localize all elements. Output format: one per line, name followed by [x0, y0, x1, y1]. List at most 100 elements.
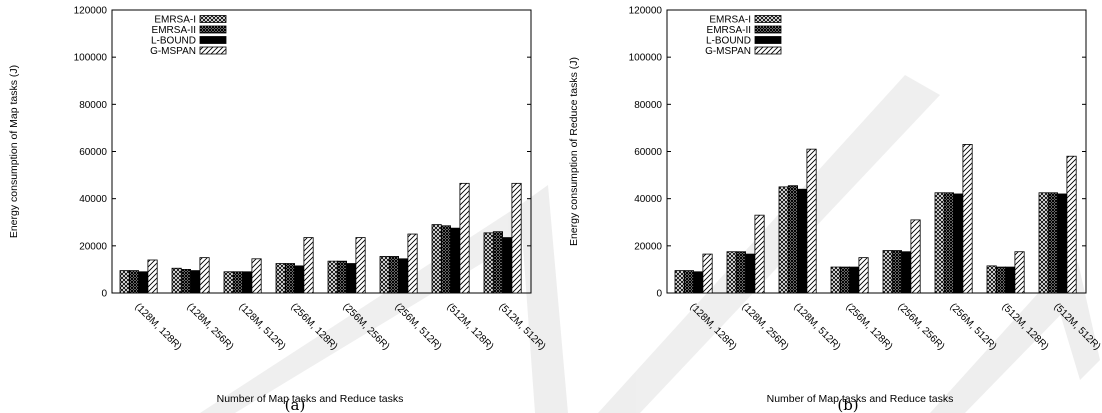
bar-emrsa-ii-7 — [492, 231, 503, 294]
bar-emrsa-i-4 — [882, 250, 893, 294]
legend-swatch — [199, 25, 227, 34]
bar-g-mspan-6 — [459, 182, 470, 294]
legend-swatch — [754, 46, 782, 55]
bar-emrsa-ii-3 — [839, 266, 850, 294]
bar-emrsa-i-6 — [431, 224, 442, 294]
bar-emrsa-i-5 — [934, 192, 945, 294]
x-tick-label: (128M, 128R) — [132, 301, 183, 352]
bar-g-mspan-2 — [806, 148, 817, 294]
y-tick-label: 60000 — [634, 147, 662, 158]
y-axis-label: Energy consumption of Map tasks (J) — [8, 65, 20, 238]
bar-emrsa-i-0 — [674, 270, 685, 294]
y-tick-label: 0 — [101, 289, 107, 300]
bar-l-bound-2 — [242, 271, 253, 294]
bar-emrsa-i-5 — [379, 256, 390, 294]
x-tick-label: (128M, 512R) — [791, 301, 842, 352]
legend-swatch — [199, 15, 227, 23]
bar-emrsa-i-0 — [119, 270, 130, 294]
bar-l-bound-0 — [138, 271, 149, 294]
bar-g-mspan-3 — [303, 237, 314, 294]
y-tick-label: 80000 — [634, 100, 662, 111]
bar-g-mspan-7 — [1066, 155, 1077, 294]
x-tick-label: (128M, 256R) — [184, 301, 235, 352]
bar-g-mspan-0 — [147, 259, 158, 294]
y-tick-label: 40000 — [79, 194, 107, 205]
bar-emrsa-ii-1 — [735, 251, 746, 294]
bar-g-mspan-7 — [511, 182, 522, 294]
bar-emrsa-ii-4 — [891, 250, 902, 294]
y-tick-label: 20000 — [79, 241, 107, 252]
bar-l-bound-3 — [849, 266, 860, 294]
y-axis-label: Energy consumption of Reduce tasks (J) — [568, 57, 580, 246]
bar-l-bound-7 — [1057, 193, 1068, 294]
bar-emrsa-i-2 — [778, 186, 789, 294]
chart-panel-a: 0 20000 40000 60000 80000 100000 120000 Energy … — [8, 6, 547, 413]
bar-g-mspan-6 — [1014, 251, 1025, 294]
bar-l-bound-5 — [398, 258, 409, 294]
bar-l-bound-0 — [693, 271, 704, 294]
bar-g-mspan-0 — [702, 253, 713, 294]
bar-g-mspan-1 — [754, 214, 765, 294]
bar-emrsa-i-7 — [483, 232, 494, 294]
bar-emrsa-i-3 — [275, 263, 286, 294]
bar-l-bound-1 — [190, 270, 201, 294]
bar-l-bound-5 — [953, 193, 964, 294]
bar-emrsa-ii-0 — [683, 270, 694, 294]
x-tick-label: (256M, 512R) — [392, 301, 443, 352]
bar-emrsa-i-1 — [726, 251, 737, 294]
panel-caption: (a) — [285, 396, 306, 413]
bar-g-mspan-3 — [858, 257, 869, 294]
bar-emrsa-ii-1 — [180, 269, 192, 294]
bar-l-bound-7 — [502, 237, 513, 294]
legend-swatch — [754, 25, 782, 34]
bar-g-mspan-4 — [355, 237, 366, 294]
bar-l-bound-1 — [745, 253, 756, 294]
x-axis-label: Number of Map tasks and Reduce tasks — [767, 393, 954, 405]
bar-emrsa-i-6 — [986, 265, 997, 294]
x-tick-label: (256M, 128R) — [843, 301, 894, 352]
bar-emrsa-ii-2 — [787, 185, 798, 294]
bar-l-bound-3 — [294, 265, 305, 294]
x-tick-label: (256M, 512R) — [947, 301, 998, 352]
y-tick-label: 120000 — [629, 6, 663, 17]
legend-swatch — [754, 36, 782, 44]
bar-g-mspan-5 — [407, 233, 418, 294]
bar-l-bound-4 — [901, 251, 912, 294]
legend-label: EMRSA-II — [707, 25, 751, 36]
y-tick-label: 20000 — [634, 241, 662, 252]
bar-emrsa-i-2 — [223, 271, 234, 294]
legend-swatch — [199, 46, 227, 55]
bar-emrsa-ii-3 — [284, 263, 295, 294]
bar-emrsa-ii-0 — [128, 270, 140, 294]
y-tick-label: 0 — [656, 289, 662, 300]
bar-g-mspan-5 — [962, 144, 973, 294]
y-tick-label: 60000 — [79, 147, 107, 158]
bar-g-mspan-2 — [251, 258, 262, 294]
x-axis-label: Number of Map tasks and Reduce tasks — [217, 393, 404, 405]
bar-emrsa-i-1 — [171, 267, 182, 294]
bar-emrsa-ii-6 — [440, 225, 451, 294]
bar-emrsa-ii-5 — [388, 256, 399, 294]
x-tick-label: (128M, 256R) — [739, 301, 790, 352]
bar-emrsa-i-7 — [1038, 192, 1049, 294]
panel-caption: (b) — [837, 396, 858, 413]
legend-label: L-BOUND — [706, 36, 751, 47]
bar-emrsa-ii-6 — [995, 266, 1006, 294]
legend-label: EMRSA-II — [152, 25, 196, 36]
legend-label: EMRSA-I — [154, 15, 196, 26]
bar-emrsa-ii-7 — [1047, 192, 1059, 294]
legend-label: L-BOUND — [151, 36, 196, 47]
bar-l-bound-6 — [450, 227, 461, 294]
bar-l-bound-2 — [797, 188, 808, 294]
y-tick-label: 120000 — [74, 6, 108, 17]
x-tick-label: (512M, 128R) — [444, 301, 495, 352]
x-tick-label: (256M, 256R) — [895, 301, 946, 352]
bar-g-mspan-1 — [199, 257, 210, 294]
bar-emrsa-i-3 — [830, 266, 841, 294]
bar-emrsa-i-4 — [327, 260, 338, 294]
legend-label: EMRSA-I — [709, 15, 751, 26]
legend-swatch — [754, 15, 782, 23]
legend-swatch — [199, 36, 227, 44]
bar-emrsa-ii-4 — [336, 260, 347, 294]
